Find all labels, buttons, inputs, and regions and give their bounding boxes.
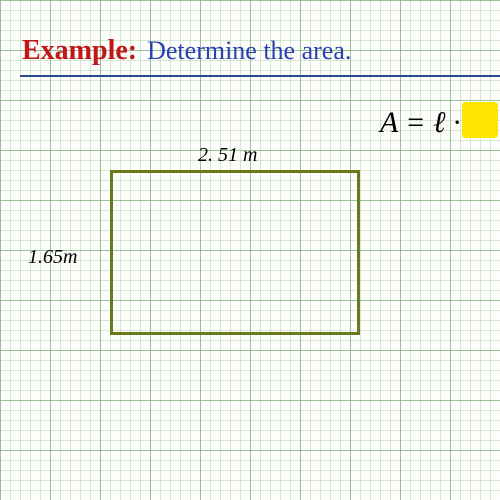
header-underline (20, 75, 500, 77)
title-row: Example: Determine the area. (22, 35, 351, 67)
area-formula: A = ℓ · (380, 106, 461, 140)
graph-paper-canvas: Example: Determine the area. A = ℓ · 2. … (0, 0, 500, 500)
width-dimension-label: 2. 51 m (198, 144, 257, 167)
height-dimension-label: 1.65m (28, 246, 77, 269)
example-label: Example: (22, 35, 137, 67)
rectangle-shape (110, 170, 360, 335)
highlight-marker (462, 102, 498, 138)
prompt-text: Determine the area. (147, 36, 351, 66)
